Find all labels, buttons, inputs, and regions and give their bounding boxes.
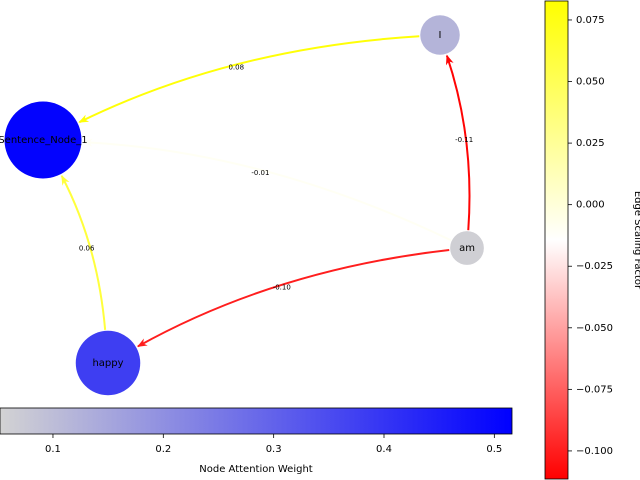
edge-colorbar — [544, 0, 569, 480]
edge-label: 0.06 — [79, 244, 95, 252]
edge-label: -0.01 — [251, 169, 269, 177]
node — [4, 101, 82, 179]
node — [420, 15, 460, 55]
edge — [78, 35, 420, 124]
edge — [137, 249, 450, 348]
colorbar-tick-label: 0.5 — [486, 444, 502, 455]
colorbar-label: Node Attention Weight — [199, 464, 313, 475]
colorbar-tick-label: 0.050 — [576, 77, 605, 88]
edge-label: -0.10 — [273, 284, 291, 292]
colorbar-tick-label: −0.025 — [576, 261, 613, 272]
colorbar-tick-label: 0.000 — [576, 200, 605, 211]
colorbar-tick-label: 0.3 — [266, 444, 282, 455]
colorbar-tick-label: −0.050 — [576, 323, 613, 334]
colorbar-tick-label: 0.2 — [155, 444, 171, 455]
node-label: I — [439, 30, 442, 41]
colorbar-tick-label: 0.4 — [376, 444, 392, 455]
node — [75, 330, 141, 396]
edge-label: 0.08 — [228, 64, 244, 72]
colorbar-tick-label: −0.075 — [576, 384, 613, 395]
edge — [445, 54, 471, 231]
colorbar-label: Edge Scaling Factor — [632, 191, 640, 290]
node-label: am — [459, 243, 475, 254]
node-label: happy — [92, 358, 123, 369]
colorbar-tick-label: −0.100 — [576, 446, 613, 457]
edge — [82, 138, 452, 242]
edge-label: -0.11 — [455, 136, 473, 144]
node-label: Sentence_Node_1 — [0, 135, 88, 146]
colorbar-tick-label: 0.1 — [45, 444, 61, 455]
colorbar-tick-label: 0.075 — [576, 15, 605, 26]
node-colorbar — [0, 407, 513, 435]
colorbar-tick-label: 0.025 — [576, 138, 605, 149]
edge — [60, 175, 107, 330]
node — [450, 231, 484, 265]
